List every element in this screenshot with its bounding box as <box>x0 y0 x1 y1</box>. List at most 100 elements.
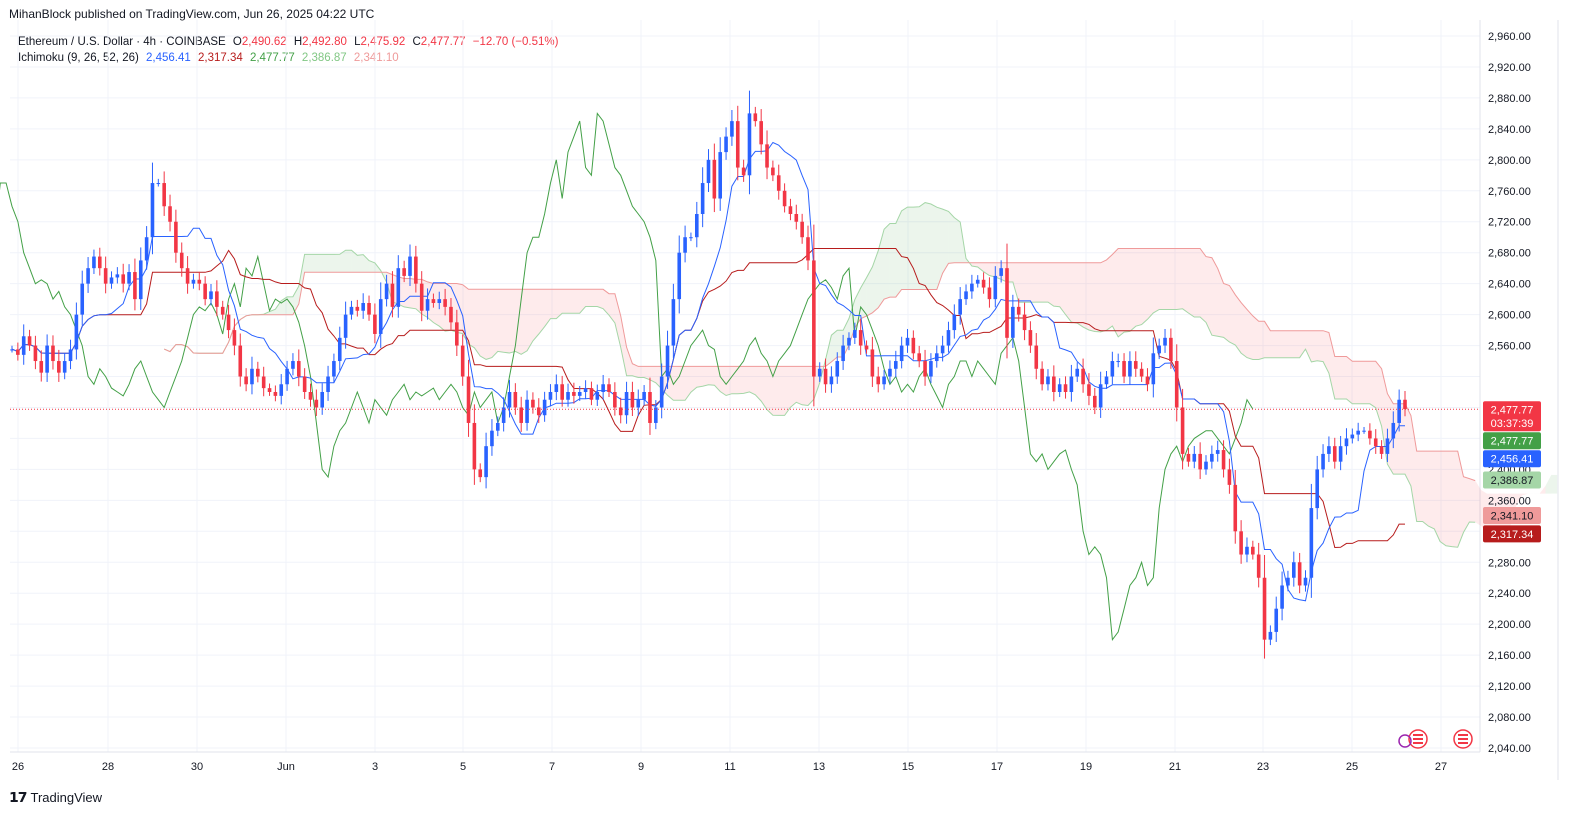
candle <box>168 194 172 232</box>
cloud-segment <box>1106 254 1113 331</box>
candle-body <box>1116 361 1121 363</box>
candle-body <box>1139 368 1144 377</box>
price-tick-label: 2,960.00 <box>1488 31 1531 43</box>
candle-body <box>1081 368 1085 385</box>
candle-body <box>1327 446 1331 454</box>
candle-body <box>981 279 986 288</box>
candle-body <box>934 353 939 362</box>
candle <box>185 256 190 294</box>
candle <box>1087 373 1091 406</box>
candle <box>911 330 916 360</box>
candle-body <box>1227 469 1232 485</box>
cloud-segment <box>1124 248 1130 333</box>
candle-body <box>1297 562 1302 586</box>
candle-body <box>138 260 143 300</box>
candle <box>730 109 734 146</box>
candle-body <box>449 306 453 323</box>
candle <box>1221 440 1226 478</box>
event-icons[interactable] <box>1408 729 1473 749</box>
candle <box>39 350 44 382</box>
candle-body <box>97 256 102 269</box>
cloud-segment <box>690 366 697 393</box>
cloud-segment <box>322 254 329 273</box>
candle-body <box>291 361 295 369</box>
sparkle-event-icon[interactable] <box>1398 734 1412 748</box>
candle <box>870 336 875 387</box>
candle-body <box>1303 577 1308 586</box>
cloud-segment <box>480 289 487 360</box>
candle <box>577 385 582 401</box>
candle-body <box>1128 361 1132 377</box>
candle <box>215 280 219 317</box>
candle-body <box>1104 376 1109 385</box>
candle <box>150 162 155 255</box>
candle <box>273 385 278 402</box>
candle-body <box>168 206 172 222</box>
candle <box>191 273 196 289</box>
time-tick-label: 5 <box>460 761 466 773</box>
candle-body <box>589 388 594 400</box>
candle <box>975 275 980 288</box>
candle-body <box>531 399 535 408</box>
cloud-segment <box>685 366 691 401</box>
candle <box>92 249 96 274</box>
candle-body <box>952 314 957 331</box>
cloud-segment <box>1206 256 1212 336</box>
candle <box>689 232 693 242</box>
price-tick-label: 2,360.00 <box>1488 495 1531 507</box>
price-tick-label: 2,280.00 <box>1488 557 1531 569</box>
candle <box>607 378 611 398</box>
candle <box>138 247 143 310</box>
cloud-segment <box>351 250 358 273</box>
price-tick-label: 2,040.00 <box>1488 743 1531 755</box>
candle-body <box>847 337 851 346</box>
candle-body <box>179 252 184 269</box>
time-tick-label: 7 <box>549 761 555 773</box>
cloud-segment <box>1469 478 1476 523</box>
cloud-segment <box>854 287 861 328</box>
candle-body <box>1163 337 1167 346</box>
candle <box>923 349 927 386</box>
candle-body <box>1198 453 1202 470</box>
cloud-segment <box>831 330 838 362</box>
candle <box>1385 428 1390 463</box>
candle <box>1028 321 1033 353</box>
cloud-segment <box>486 289 492 360</box>
cloud-segment <box>901 207 908 290</box>
candle <box>460 334 465 386</box>
lagging-value: 2,477.77 <box>249 52 295 64</box>
candle <box>1291 551 1296 587</box>
candle <box>888 360 892 384</box>
candle-body <box>724 136 728 153</box>
candle <box>1139 362 1144 382</box>
cloud-segment <box>1170 248 1177 310</box>
candle-body <box>414 256 418 284</box>
candle-body <box>1040 368 1044 385</box>
candle <box>987 277 992 308</box>
candle-body <box>970 283 974 292</box>
candle <box>618 397 623 424</box>
candle <box>267 383 272 396</box>
candle-body <box>1092 395 1097 408</box>
candle-body <box>893 361 898 369</box>
candle-body <box>1251 546 1255 555</box>
price-tick-label: 2,920.00 <box>1488 62 1531 74</box>
candle-body <box>583 388 588 392</box>
candle-body <box>1356 430 1360 435</box>
candle-body <box>841 345 845 362</box>
candle-body <box>279 384 284 396</box>
candle-body <box>484 446 488 478</box>
candle-body <box>1268 631 1273 640</box>
candle <box>343 301 348 349</box>
candle <box>759 109 763 155</box>
candle <box>16 342 20 361</box>
cloud-segment <box>1194 248 1201 318</box>
candle <box>80 270 85 326</box>
candle-body <box>39 361 44 373</box>
candle-body <box>1186 453 1191 462</box>
candle-body <box>806 237 810 261</box>
cloud-segment <box>1328 332 1335 399</box>
cloud-segment <box>737 366 744 394</box>
cloud-segment <box>333 254 340 273</box>
